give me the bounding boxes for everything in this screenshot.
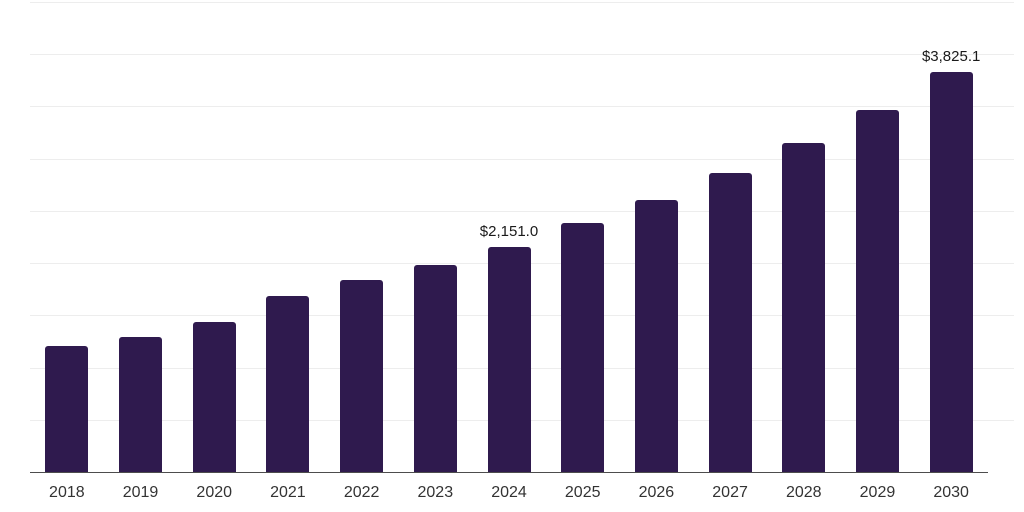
x-tick-2020: 2020 xyxy=(196,484,233,501)
x-tick-2023: 2023 xyxy=(417,484,454,501)
x-axis-line xyxy=(30,471,988,473)
x-tick-2019: 2019 xyxy=(122,484,159,501)
gridline xyxy=(30,1,1014,3)
bar-2019 xyxy=(119,337,163,472)
gridline xyxy=(30,106,1014,108)
bar-2026 xyxy=(634,199,678,472)
x-tick-2025: 2025 xyxy=(564,484,601,501)
x-tick-2022: 2022 xyxy=(343,484,380,501)
bar-2023 xyxy=(413,265,457,472)
bar-2028 xyxy=(782,143,826,472)
gridline xyxy=(30,54,1014,56)
bar-2029 xyxy=(855,110,899,472)
bar-2018 xyxy=(45,346,89,472)
x-tick-2028: 2028 xyxy=(785,484,822,501)
bar-value-label-2024: $2,151.0 xyxy=(479,223,539,241)
bar-value-label-2030: $3,825.1 xyxy=(921,48,981,66)
gridline xyxy=(30,158,1014,160)
bar-2021 xyxy=(266,296,310,472)
x-tick-2021: 2021 xyxy=(270,484,306,501)
bar-2027 xyxy=(708,173,752,472)
x-tick-2027: 2027 xyxy=(712,484,748,501)
bar-2030 xyxy=(929,72,973,472)
x-tick-2018: 2018 xyxy=(49,484,85,501)
bar-2020 xyxy=(192,322,236,472)
bar-2024 xyxy=(487,247,531,472)
x-tick-2024: 2024 xyxy=(491,484,527,501)
x-tick-2030: 2030 xyxy=(933,484,969,501)
x-tick-2026: 2026 xyxy=(638,484,675,501)
bar-2022 xyxy=(340,279,384,472)
gridline xyxy=(30,210,1014,212)
x-tick-2029: 2029 xyxy=(859,484,896,501)
bar-2025 xyxy=(561,222,605,472)
